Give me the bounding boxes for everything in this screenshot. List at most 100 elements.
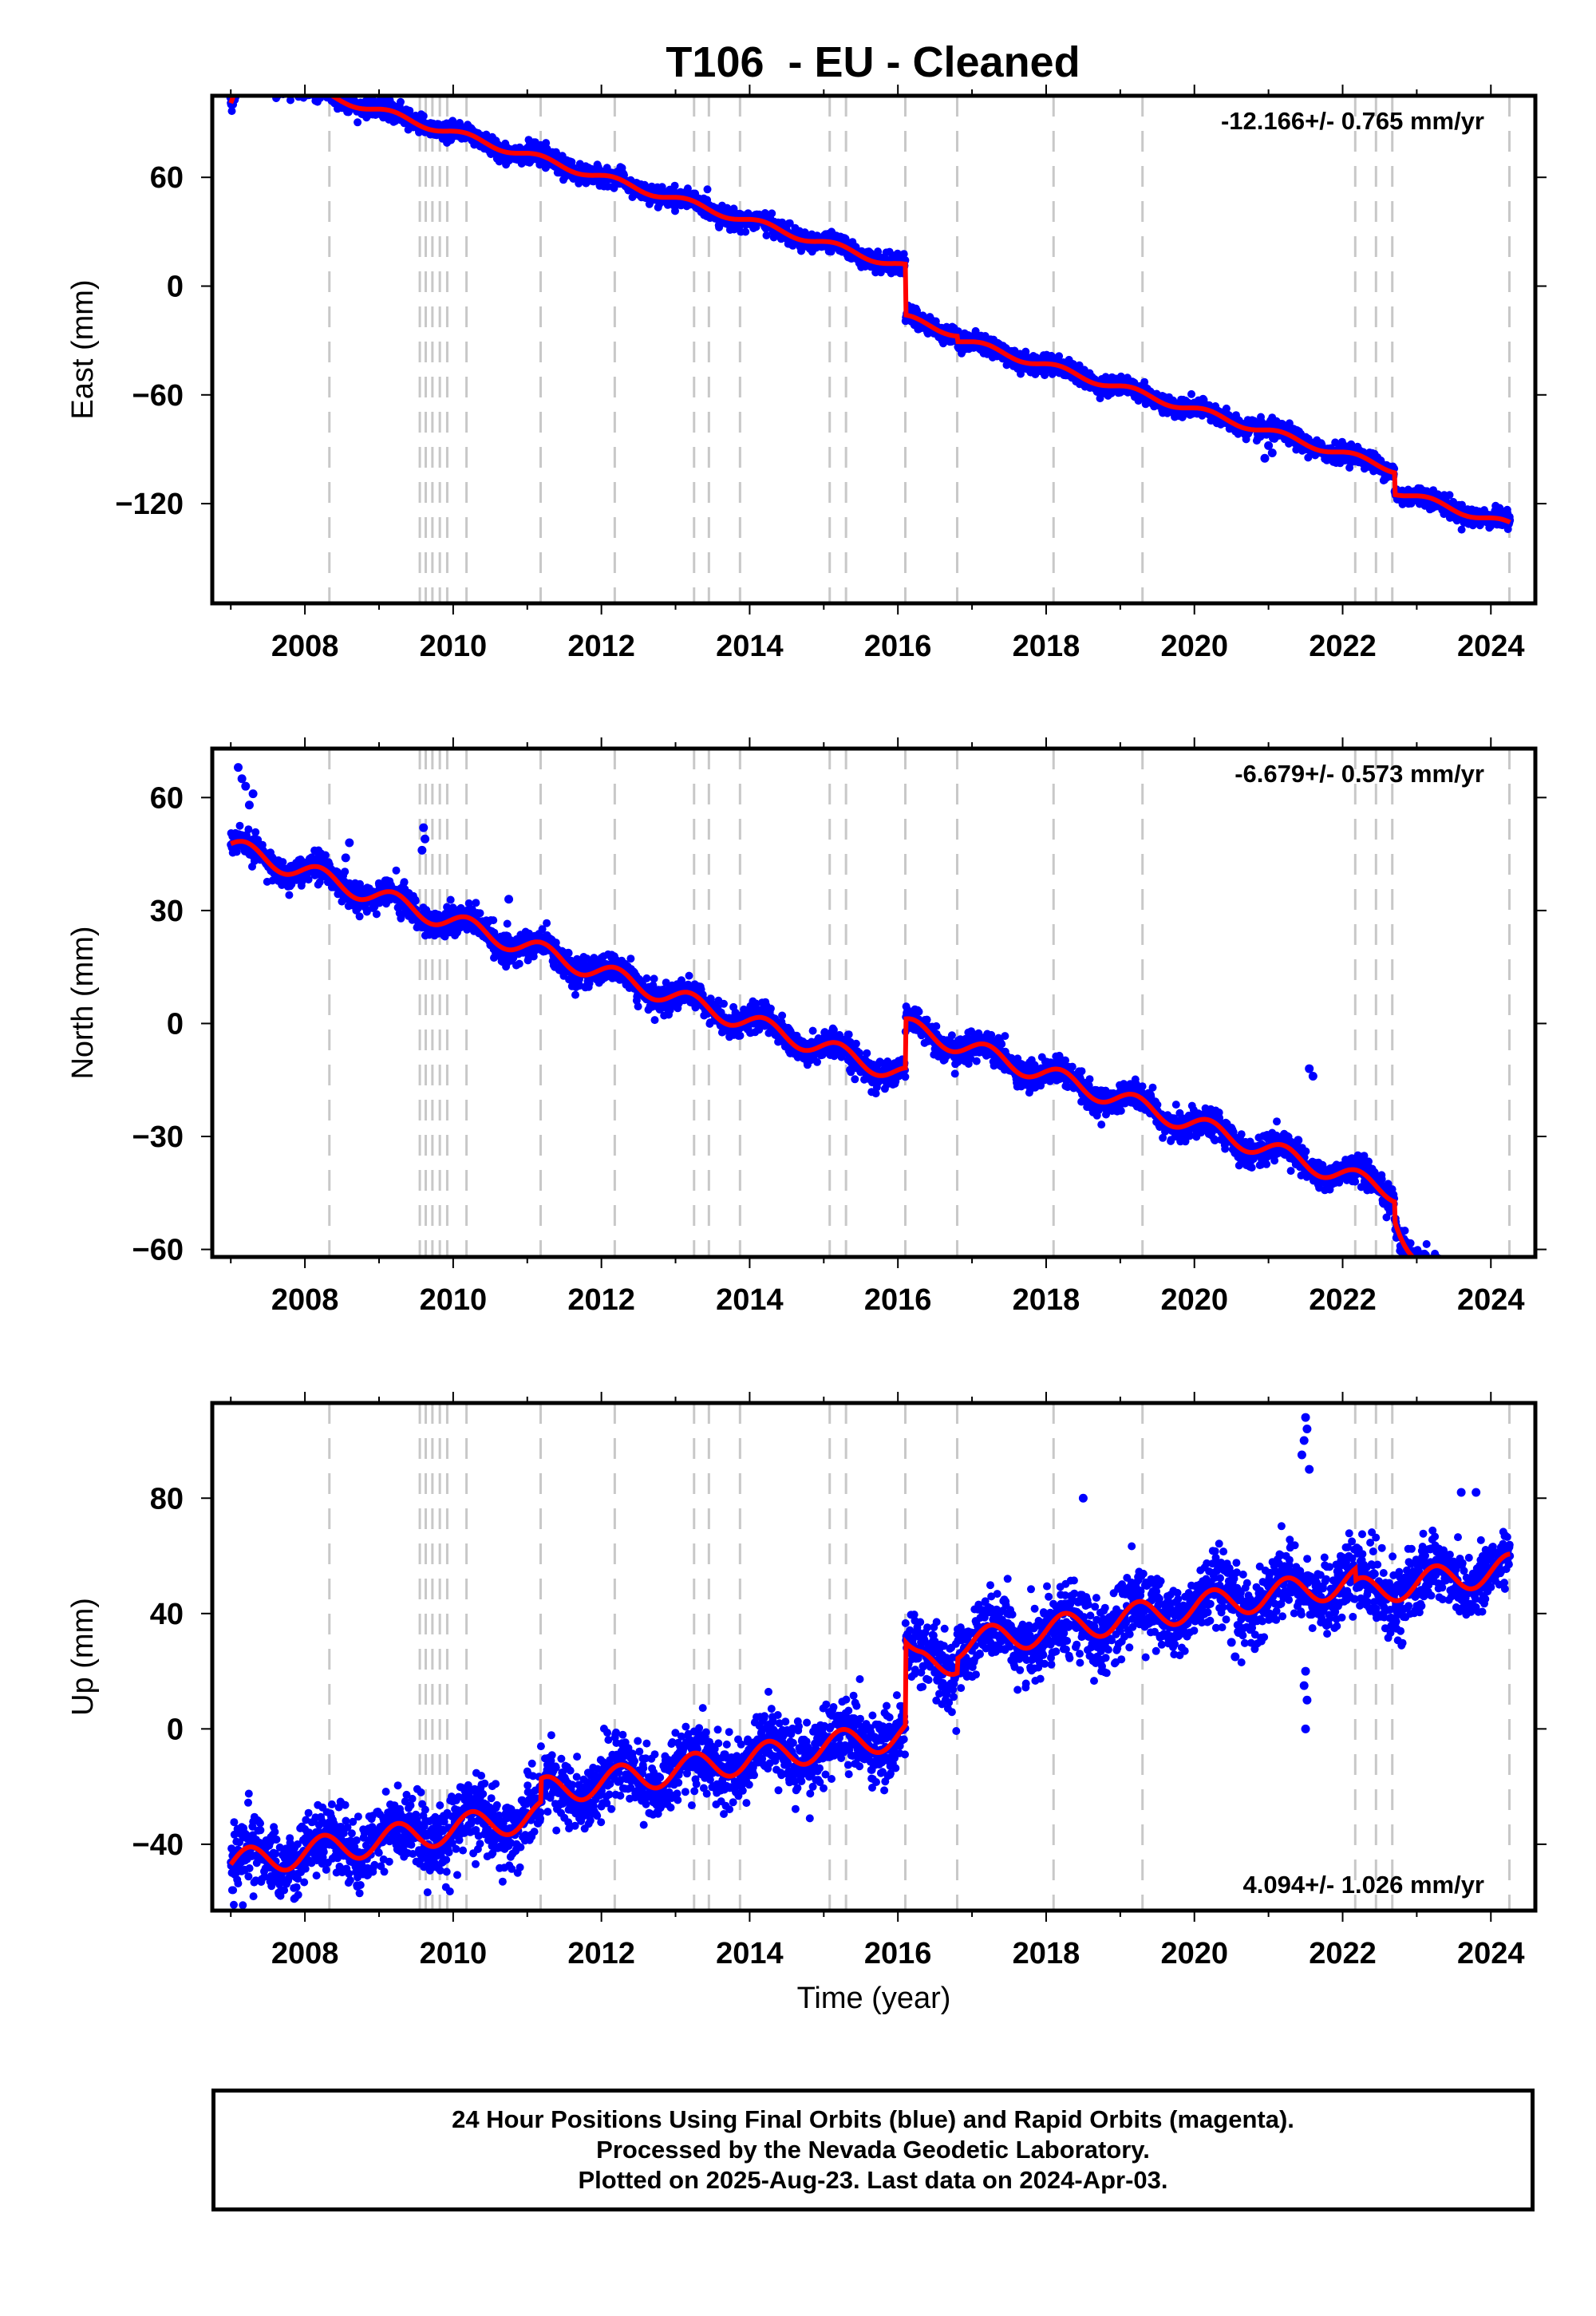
- x-tick-label: 2008: [271, 630, 339, 663]
- data-point: [245, 61, 253, 69]
- data-point: [308, 77, 316, 85]
- x-tick-label: 2016: [864, 630, 932, 663]
- data-point: [543, 919, 551, 927]
- data-point: [256, 78, 264, 86]
- data-point: [259, 64, 267, 72]
- data-point: [288, 81, 296, 89]
- data-point: [262, 81, 270, 89]
- data-point: [321, 86, 329, 94]
- data-point: [260, 74, 268, 82]
- data-point: [286, 87, 294, 95]
- data-point: [263, 65, 271, 73]
- data-point: [489, 916, 498, 925]
- data-point: [282, 78, 290, 86]
- data-point: [252, 74, 260, 82]
- data-point: [265, 70, 273, 78]
- data-point: [266, 76, 274, 84]
- data-point: [309, 82, 317, 90]
- data-point: [277, 85, 285, 93]
- data-point: [312, 81, 320, 89]
- data-point: [1260, 453, 1270, 463]
- x-tick-label: 2018: [1013, 630, 1080, 663]
- data-point: [240, 75, 248, 83]
- data-point: [235, 821, 244, 830]
- data-point: [254, 62, 262, 70]
- data-point: [314, 81, 322, 89]
- data-point: [411, 896, 420, 905]
- data-point: [249, 63, 257, 71]
- data-point: [311, 86, 319, 94]
- data-point: [278, 77, 286, 85]
- data-point: [703, 185, 712, 194]
- data-point: [273, 85, 281, 93]
- data-point: [244, 825, 253, 834]
- data-point: [899, 250, 908, 259]
- data-point: [306, 82, 314, 90]
- x-tick-label: 2024: [1457, 630, 1525, 663]
- data-point: [267, 84, 275, 92]
- data-point: [241, 65, 249, 73]
- data-point: [325, 83, 333, 91]
- data-point: [315, 71, 323, 79]
- data-point: [271, 74, 279, 82]
- data-point: [280, 83, 288, 91]
- data-point: [238, 73, 246, 81]
- x-tick-label: 2012: [567, 630, 635, 663]
- data-point: [314, 85, 322, 93]
- data-point: [310, 85, 318, 93]
- data-point: [240, 77, 248, 85]
- data-point: [249, 58, 257, 66]
- data-point: [263, 81, 271, 89]
- data-point: [290, 78, 298, 86]
- data-point: [311, 85, 319, 93]
- data-point: [269, 78, 277, 86]
- data-point: [670, 181, 679, 190]
- data-point: [319, 85, 327, 93]
- data-point: [279, 84, 286, 92]
- data-point: [286, 79, 294, 87]
- panel-north: 2008 2010 2012 2014 2016 2018 2020 2022 2024−60−…: [66, 737, 1547, 1317]
- data-point: [285, 891, 294, 899]
- data-point: [269, 83, 277, 91]
- data-point: [318, 81, 326, 89]
- rate-label: -12.166+/- 0.765 mm/yr: [1221, 107, 1484, 135]
- data-point: [265, 70, 273, 78]
- data-point: [310, 82, 318, 90]
- data-point: [324, 83, 332, 91]
- data-point: [253, 74, 261, 82]
- data-point: [238, 75, 246, 83]
- data-point: [306, 81, 314, 89]
- data-point: [330, 86, 338, 94]
- data-point: [321, 851, 330, 860]
- data-point: [233, 79, 241, 87]
- data-point: [243, 73, 251, 81]
- data-point: [313, 84, 321, 92]
- data-point: [305, 78, 313, 86]
- data-point: [768, 209, 776, 218]
- data-point: [257, 73, 265, 81]
- data-point: [264, 78, 272, 86]
- data-point: [276, 81, 284, 89]
- data-point: [289, 77, 297, 85]
- data-point: [310, 81, 318, 89]
- data-point: [246, 63, 254, 71]
- data-point: [247, 65, 255, 73]
- data-point: [275, 87, 283, 95]
- data-point: [281, 85, 289, 93]
- data-point: [246, 67, 254, 75]
- y-tick-label: −60: [132, 379, 184, 413]
- data-point: [251, 62, 259, 70]
- data-point: [315, 81, 323, 89]
- data-point: [260, 77, 268, 85]
- data-point: [238, 68, 246, 76]
- data-point: [297, 81, 305, 89]
- data-point: [397, 97, 405, 106]
- data-point: [288, 83, 296, 91]
- data-point: [227, 107, 236, 116]
- data-point: [244, 69, 252, 77]
- y-tick-label: 60: [150, 161, 184, 195]
- data-point: [235, 78, 243, 86]
- data-point: [234, 81, 242, 89]
- data-point: [232, 84, 240, 92]
